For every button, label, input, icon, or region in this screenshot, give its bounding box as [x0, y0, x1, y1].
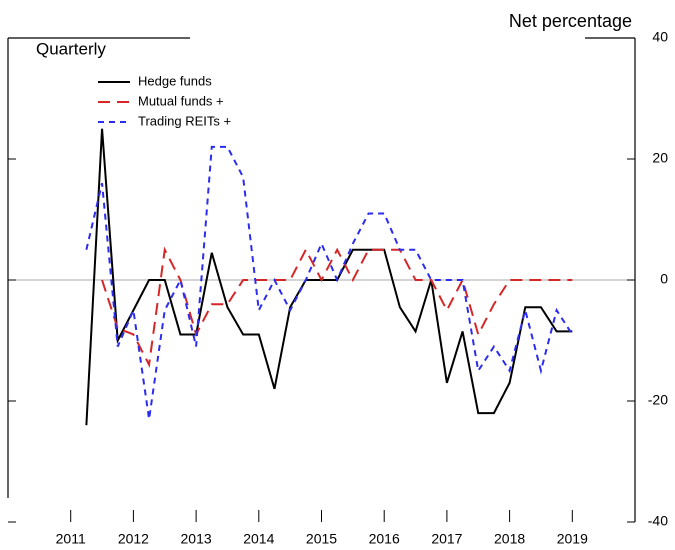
x-tick-label: 2011	[56, 531, 86, 547]
legend-label: Hedge funds	[138, 73, 212, 88]
x-tick-label: 2016	[369, 531, 400, 547]
chart-title: Net percentage	[509, 11, 632, 31]
x-tick-label: 2017	[431, 531, 462, 547]
x-tick-label: 2014	[243, 531, 274, 547]
x-tick-label: 2012	[118, 531, 149, 547]
x-tick-label: 2013	[181, 531, 212, 547]
x-tick-label: 2015	[306, 531, 337, 547]
x-tick-label: 2019	[557, 531, 588, 547]
y-tick-label: 20	[652, 150, 668, 166]
chart-subtitle: Quarterly	[36, 39, 106, 58]
series-line	[101, 246, 573, 368]
legend-label: Mutual funds +	[138, 93, 224, 108]
x-tick-label: 2018	[494, 531, 525, 547]
y-tick-label: -20	[648, 392, 668, 408]
legend-label: Trading REITs +	[138, 113, 231, 128]
series-line	[85, 128, 573, 426]
y-tick-label: 0	[660, 271, 668, 287]
series-line	[85, 145, 574, 420]
y-tick-label: -40	[648, 513, 668, 529]
y-tick-label: 40	[652, 29, 668, 45]
